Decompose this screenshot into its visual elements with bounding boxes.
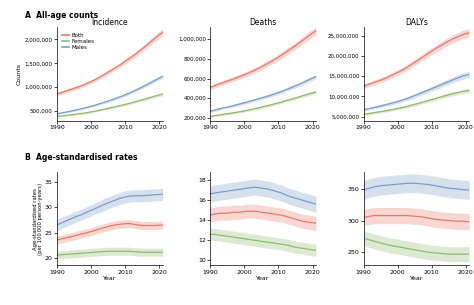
Y-axis label: Age-standardised rates
(per 100 000 person-years): Age-standardised rates (per 100 000 pers…	[33, 183, 44, 255]
Legend: Both, Females, Males: Both, Females, Males	[62, 32, 95, 51]
X-axis label: Year: Year	[103, 276, 117, 281]
Title: Deaths: Deaths	[249, 18, 277, 27]
Text: A  All-age counts: A All-age counts	[25, 11, 98, 20]
X-axis label: Year: Year	[410, 276, 423, 281]
Title: Incidence: Incidence	[91, 18, 128, 27]
Y-axis label: Counts: Counts	[17, 63, 22, 85]
X-axis label: Year: Year	[256, 276, 270, 281]
Title: DALYs: DALYs	[405, 18, 428, 27]
Text: B  Age-standardised rates: B Age-standardised rates	[25, 153, 137, 162]
